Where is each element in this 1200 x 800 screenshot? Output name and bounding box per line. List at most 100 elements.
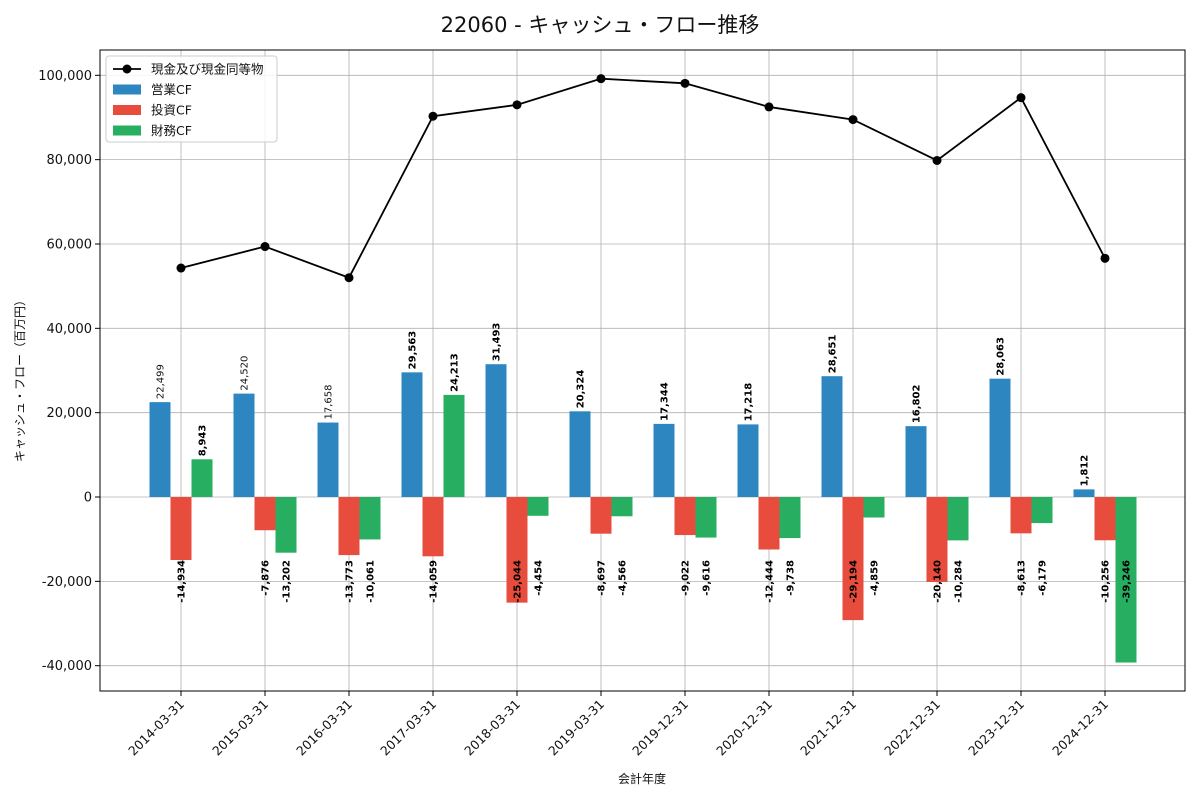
bar-財務CF-2021-12-31 (863, 497, 885, 518)
bar-財務CF-2023-12-31 (1031, 497, 1053, 524)
x-tick-label: 2022-12-31 (881, 697, 943, 759)
bar-営業CF-2019-03-31 (569, 411, 591, 498)
y-tick-label: 0 (84, 491, 92, 506)
bar-営業CF-2019-12-31 (653, 423, 675, 498)
x-axis-ticks: 2014-03-31 2015-03-31 2016-03-31 2017-03-31… (125, 691, 1111, 758)
point-現金及び現金同等物-2021-12-31 (848, 115, 858, 125)
bar-財務CF-2018-03-31 (527, 497, 549, 516)
data-label-投資CF-2016-03-31: -13,773 (345, 560, 356, 603)
y-axis-label: キャッシュ・フロー（百万円） (13, 294, 27, 462)
legend-swatch-財務CF (113, 125, 141, 136)
point-現金及び現金同等物-2023-12-31 (1016, 93, 1026, 103)
data-label-営業CF-2020-12-31: 17,218 (744, 383, 755, 422)
bar-投資CF-2022-12-31 (926, 497, 948, 582)
legend-marker (122, 64, 132, 74)
x-tick-label: 2014-03-31 (125, 697, 187, 759)
data-label-営業CF-2015-03-31: 24,520 (240, 356, 251, 391)
x-axis-label: 会計年度 (618, 771, 666, 786)
line-現金及び現金同等物 (180, 77, 1106, 279)
legend-entry-投資CF: 投資CF (151, 103, 192, 118)
y-tick-label: 40,000 (47, 322, 93, 337)
data-label-投資CF-2019-03-31: -8,697 (597, 560, 608, 596)
y-tick-label: -20,000 (42, 575, 92, 590)
data-label-投資CF-2014-03-31: -14,934 (177, 560, 188, 603)
data-label-投資CF-2015-03-31: -7,876 (261, 560, 272, 596)
plot-frame (99, 49, 1186, 692)
x-tick-label: 2018-03-31 (461, 697, 523, 759)
legend-entry-財務CF: 財務CF (151, 123, 192, 138)
bar-投資CF-2015-03-31 (254, 497, 276, 531)
data-label-財務CF-2024-12-31: -39,246 (1122, 560, 1133, 603)
data-label-投資CF-2023-12-31: -8,613 (1017, 560, 1028, 596)
point-現金及び現金同等物-2014-03-31 (176, 263, 186, 273)
bar-投資CF-2017-03-31 (422, 497, 444, 557)
x-tick-label: 2016-03-31 (293, 697, 355, 759)
x-tick-label: 2020-12-31 (713, 697, 775, 759)
bar-営業CF-2017-03-31 (401, 372, 423, 498)
bar-財務CF-2020-12-31 (779, 497, 801, 539)
data-label-投資CF-2020-12-31: -12,444 (765, 560, 776, 603)
bar-財務CF-2024-12-31 (1115, 497, 1137, 663)
bar-営業CF-2023-12-31 (989, 378, 1011, 498)
data-label-営業CF-2019-12-31: 17,344 (660, 382, 671, 421)
bar-投資CF-2023-12-31 (1010, 497, 1032, 534)
data-label-財務CF-2019-03-31: -4,566 (618, 560, 629, 596)
point-現金及び現金同等物-2024-12-31 (1100, 253, 1110, 263)
x-tick-label: 2023-12-31 (965, 697, 1027, 759)
data-label-財務CF-2016-03-31: -10,061 (366, 560, 377, 603)
bar-財務CF-2019-12-31 (695, 497, 717, 538)
data-label-営業CF-2023-12-31: 28,063 (996, 337, 1007, 376)
data-label-営業CF-2016-03-31: 17,658 (324, 385, 335, 420)
data-label-財務CF-2015-03-31: -13,202 (282, 560, 293, 603)
data-label-投資CF-2022-12-31: -20,140 (933, 560, 944, 603)
line-layer (176, 74, 1110, 283)
data-label-財務CF-2021-12-31: -4,859 (870, 560, 881, 596)
data-label-財務CF-2022-12-31: -10,284 (954, 560, 965, 603)
bar-営業CF-2018-03-31 (485, 364, 507, 498)
data-label-財務CF-2017-03-31: 24,213 (450, 353, 461, 392)
x-tick-label: 2019-12-31 (629, 697, 691, 759)
y-tick-label: -40,000 (42, 659, 92, 674)
data-label-営業CF-2017-03-31: 29,563 (408, 331, 419, 370)
data-label-営業CF-2019-03-31: 20,324 (576, 370, 587, 409)
x-tick-label: 2021-12-31 (797, 697, 859, 759)
bar-財務CF-2019-03-31 (611, 497, 633, 517)
bar-投資CF-2016-03-31 (338, 497, 360, 556)
data-label-投資CF-2019-12-31: -9,022 (681, 560, 692, 596)
grid-layer (100, 50, 1185, 691)
bar-営業CF-2015-03-31 (233, 393, 255, 498)
data-labels-layer: 22,499 24,520 17,658 29,563 31,493 20,324 17,3… (156, 323, 1133, 603)
data-label-営業CF-2022-12-31: 16,802 (912, 385, 923, 424)
data-label-財務CF-2018-03-31: -4,454 (534, 560, 545, 596)
y-tick-label: 80,000 (47, 153, 93, 168)
legend-swatch-営業CF (113, 84, 141, 95)
point-現金及び現金同等物-2019-03-31 (596, 74, 606, 84)
x-tick-label: 2024-12-31 (1049, 697, 1111, 759)
bar-投資CF-2019-03-31 (590, 497, 612, 534)
bar-投資CF-2024-12-31 (1094, 497, 1116, 541)
legend-entry-現金及び現金同等物: 現金及び現金同等物 (151, 62, 264, 77)
bar-営業CF-2016-03-31 (317, 422, 339, 498)
y-axis-ticks: -40,000 -20,000 0 20,000 40,000 60,000 80,000 1… (38, 69, 100, 674)
data-label-営業CF-2021-12-31: 28,651 (828, 335, 839, 374)
bar-財務CF-2016-03-31 (359, 497, 381, 540)
data-label-投資CF-2017-03-31: -14,059 (429, 560, 440, 603)
bar-投資CF-2018-03-31 (506, 497, 528, 603)
bar-財務CF-2014-03-31 (191, 459, 213, 498)
y-tick-label: 100,000 (38, 69, 92, 84)
legend-frame (105, 55, 278, 143)
bar-財務CF-2017-03-31 (443, 394, 465, 498)
bar-営業CF-2020-12-31 (737, 424, 759, 498)
bar-投資CF-2014-03-31 (170, 497, 192, 560)
point-現金及び現金同等物-2020-12-31 (764, 102, 774, 112)
data-label-財務CF-2023-12-31: -6,179 (1038, 560, 1049, 596)
data-label-営業CF-2018-03-31: 31,493 (492, 323, 503, 362)
data-label-営業CF-2024-12-31: 1,812 (1080, 455, 1091, 487)
x-tick-label: 2015-03-31 (209, 697, 271, 759)
data-label-投資CF-2021-12-31: -29,194 (849, 560, 860, 603)
chart-title: 22060 - キャッシュ・フロー推移 (441, 13, 760, 37)
bar-財務CF-2015-03-31 (275, 497, 297, 553)
data-label-投資CF-2024-12-31: -10,256 (1101, 560, 1112, 603)
x-tick-label: 2019-03-31 (545, 697, 607, 759)
